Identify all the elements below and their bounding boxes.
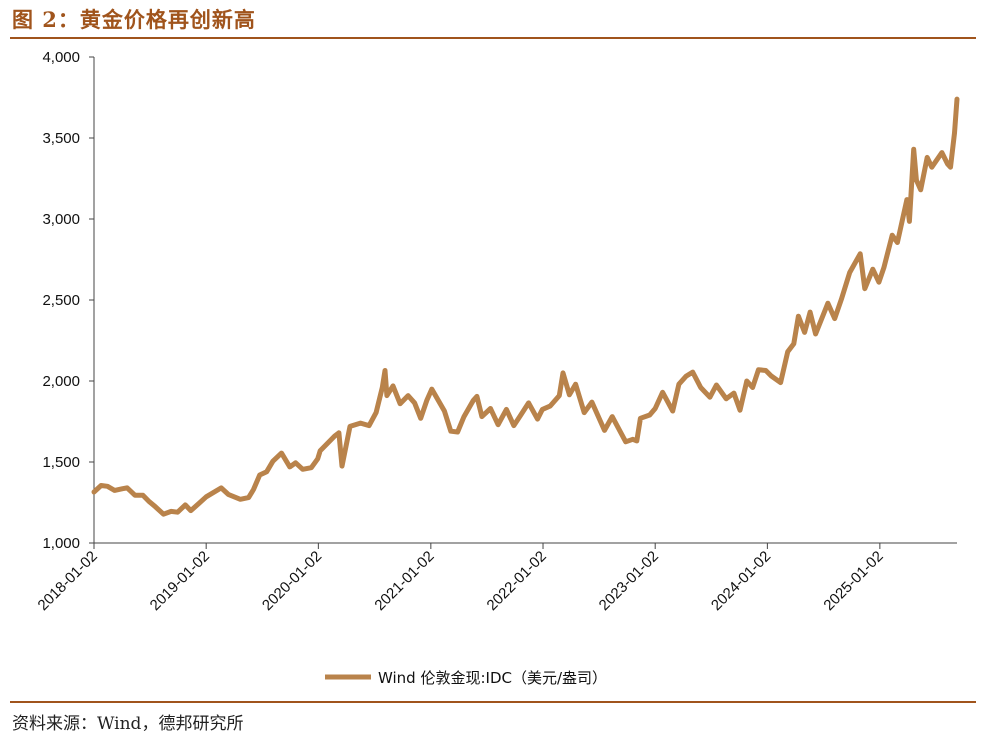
x-tick-label: 2023-01-02 [596,548,662,614]
x-tick-label: 2018-01-02 [35,548,101,614]
y-tick-label: 3,500 [42,130,80,147]
plot-area [91,96,960,517]
x-tick-label: 2022-01-02 [484,548,550,614]
y-tick-label: 1,000 [42,535,80,552]
x-tick-label: 2025-01-02 [820,548,886,614]
y-tick-label: 2,000 [42,373,80,390]
legend-label: Wind 伦敦金现:IDC（美元/盎司） [378,669,607,687]
y-tick-label: 4,000 [42,49,80,66]
figure-title: 图 2：黄金价格再创新高 [12,7,256,32]
bottom-rule [10,701,976,703]
y-tick-label: 1,500 [42,454,80,471]
source-note: 资料来源：Wind，德邦研究所 [12,714,244,734]
top-rule [10,37,976,39]
x-axis: 2018-01-02 2019-01-02 2020-01-02 2021-01-02… [35,542,957,614]
chart: 1,000 1,500 2,000 2,500 3,000 3,500 4,000 2018… [35,49,960,687]
y-axis: 1,000 1,500 2,000 2,500 3,000 3,500 4,000 [42,49,95,552]
legend: Wind 伦敦金现:IDC（美元/盎司） [325,669,607,687]
x-tick-label: 2019-01-02 [147,548,213,614]
series-line [91,96,960,517]
x-tick-label: 2021-01-02 [371,548,437,614]
y-tick-label: 3,000 [42,211,80,228]
y-tick-label: 2,500 [42,292,80,309]
x-tick-label: 2020-01-02 [259,548,325,614]
x-tick-label: 2024-01-02 [708,548,774,614]
